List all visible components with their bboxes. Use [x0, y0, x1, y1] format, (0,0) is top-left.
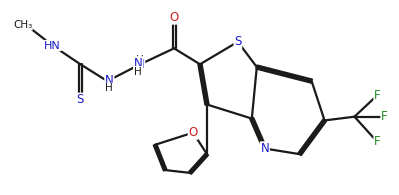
Text: F: F — [381, 110, 388, 123]
Text: N: N — [105, 74, 114, 87]
Text: HN: HN — [44, 41, 61, 51]
Text: O: O — [170, 11, 179, 24]
Text: H: H — [136, 55, 144, 65]
Text: N: N — [134, 57, 142, 70]
Text: H: H — [105, 83, 113, 93]
Text: O: O — [188, 126, 198, 139]
Text: N: N — [136, 58, 144, 71]
Text: N: N — [261, 142, 269, 155]
Text: S: S — [77, 93, 84, 106]
Text: F: F — [374, 136, 381, 148]
Text: F: F — [374, 89, 381, 102]
Text: H: H — [134, 66, 142, 77]
Text: S: S — [234, 35, 241, 48]
Text: CH₃: CH₃ — [13, 20, 32, 30]
